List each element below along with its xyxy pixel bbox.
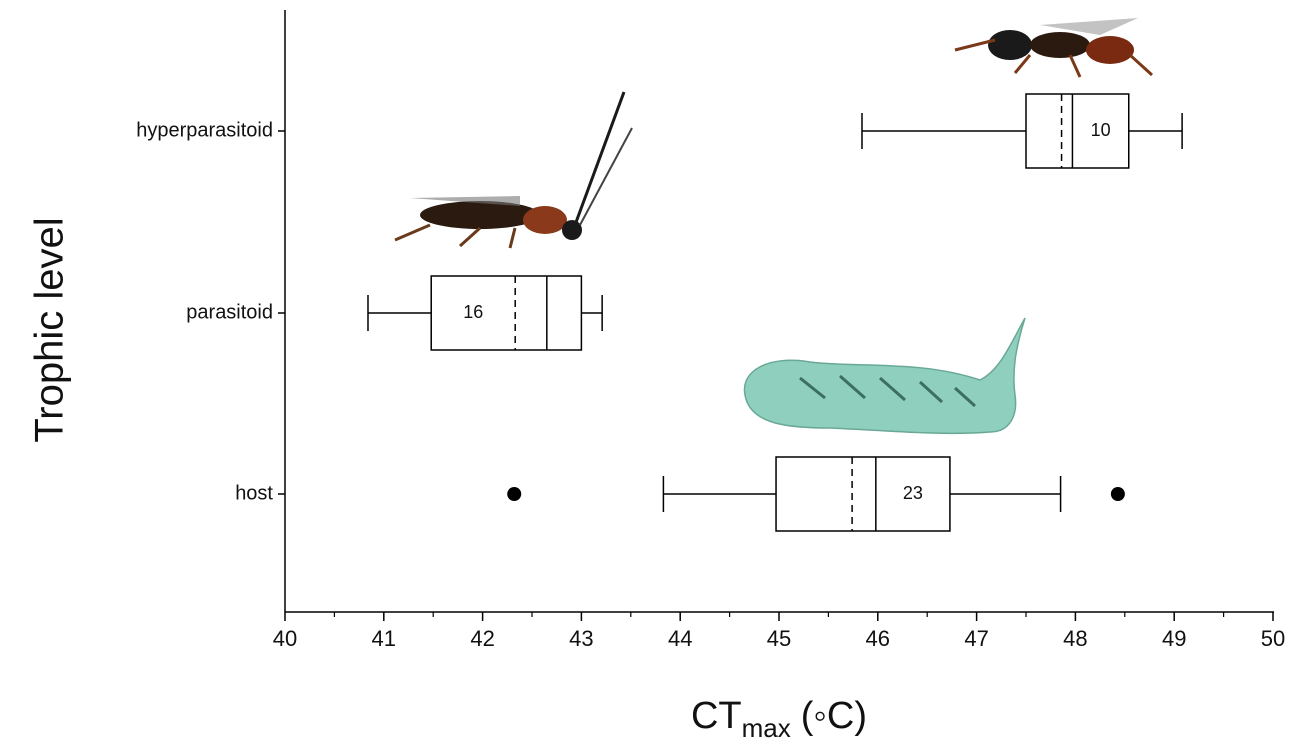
y-axis-title: Trophic level [28,217,72,442]
x-tick-label: 48 [1063,626,1087,651]
x-tick-label: 45 [767,626,791,651]
outlier [507,487,521,501]
x-tick-label: 42 [470,626,494,651]
y-tick-label: hyperparasitoid [136,119,273,141]
box [1026,94,1129,168]
sample-size-label: 10 [1091,120,1111,140]
x-tick-label: 47 [964,626,988,651]
caterpillar-illustration [744,318,1025,433]
chart: Trophic level CTmax (◦C) 40 41 42 43 44 45 46 47… [0,0,1308,746]
sample-size-label: 16 [463,302,483,322]
y-tick-label: host [235,482,273,504]
parasitoid-illustration [395,92,632,248]
x-axis-title-main: CT [691,695,742,737]
box [776,457,950,531]
x-axis-title-unit: (◦C) [801,695,867,737]
outlier [1111,487,1125,501]
x-tick-label: 49 [1162,626,1186,651]
sample-size-label: 23 [903,483,923,503]
x-tick-label: 40 [273,626,297,651]
x-tick-label: 50 [1261,626,1285,651]
x-tick-label: 44 [668,626,692,651]
x-tick-label: 43 [569,626,593,651]
x-axis-title-sub: max [742,713,791,743]
box [431,276,581,350]
x-tick-label: 46 [866,626,890,651]
y-tick-label: parasitoid [186,301,273,323]
hyperparasitoid-illustration [955,18,1152,77]
x-tick-label: 41 [372,626,396,651]
x-axis-title: CTmax (◦C) [691,695,867,743]
